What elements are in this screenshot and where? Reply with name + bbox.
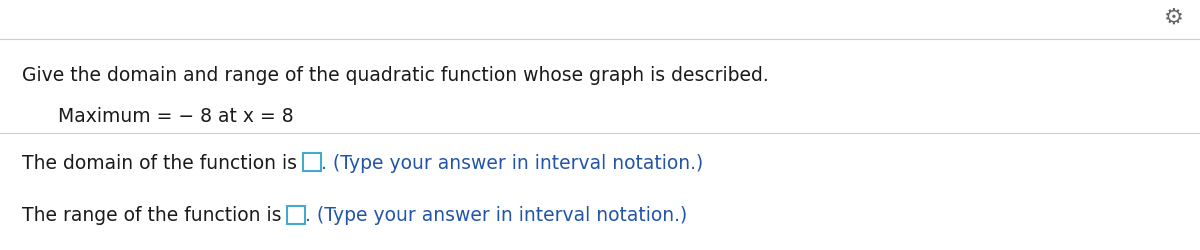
Text: . (Type your answer in interval notation.): . (Type your answer in interval notation…: [320, 153, 703, 172]
Text: . (Type your answer in interval notation.): . (Type your answer in interval notation…: [305, 206, 688, 225]
Text: The range of the function is: The range of the function is: [22, 206, 287, 225]
Bar: [302, 154, 320, 172]
Bar: [287, 206, 305, 224]
Text: Maximum = − 8 at x = 8: Maximum = − 8 at x = 8: [58, 107, 293, 126]
Text: The domain of the function is: The domain of the function is: [22, 153, 302, 172]
Text: ⚙: ⚙: [1164, 8, 1183, 28]
Text: Give the domain and range of the quadratic function whose graph is described.: Give the domain and range of the quadrat…: [22, 66, 768, 84]
